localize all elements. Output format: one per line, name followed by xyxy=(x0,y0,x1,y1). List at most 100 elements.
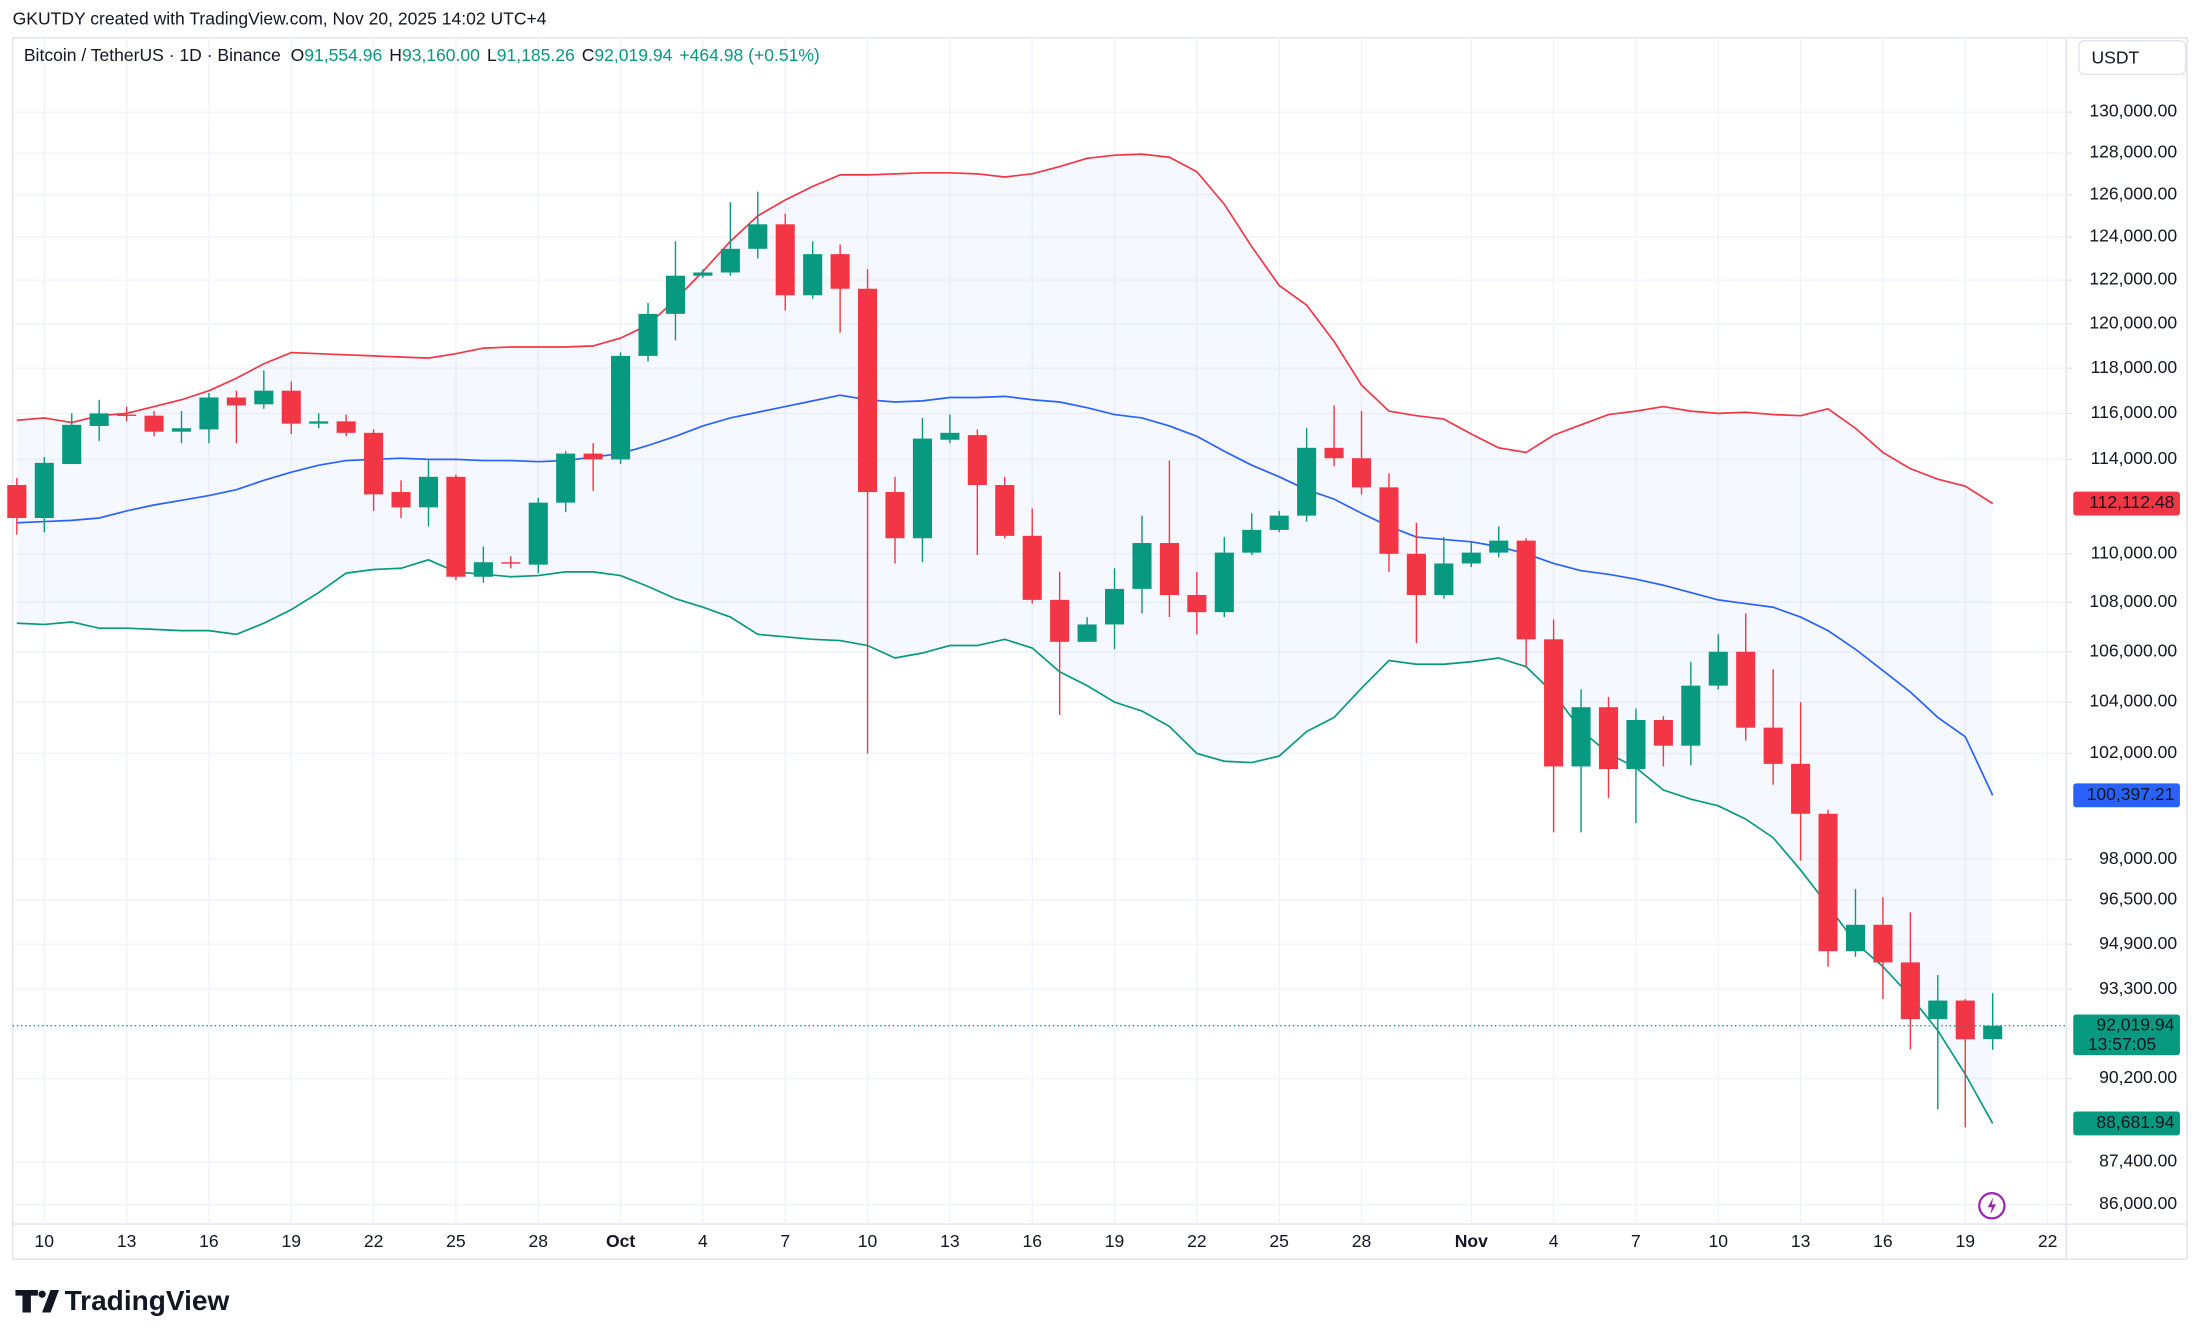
candle-body xyxy=(858,288,878,493)
candle-body xyxy=(1159,543,1179,595)
candle-body xyxy=(1955,1000,1975,1040)
x-tick-label: 7 xyxy=(1631,1231,1641,1251)
x-tick-label: 22 xyxy=(1187,1231,1207,1251)
legend-symbol: Bitcoin / TetherUS · 1D · Binance xyxy=(24,45,281,65)
candle-body xyxy=(117,414,137,416)
x-tick-label: 16 xyxy=(199,1231,219,1251)
last-value-box xyxy=(2073,1111,2180,1136)
last-value-label: 112,112.48 xyxy=(2089,492,2174,512)
candle-body xyxy=(364,432,384,495)
candle-body xyxy=(62,424,82,465)
candle-body xyxy=(1681,685,1701,746)
x-tick-label: 10 xyxy=(35,1231,55,1251)
candle-body xyxy=(171,428,192,432)
y-tick-label: 86,000.00 xyxy=(2099,1193,2177,1213)
candle-body xyxy=(501,562,521,564)
x-tick-label: 13 xyxy=(940,1231,960,1251)
candle-body xyxy=(583,453,603,460)
y-tick-label: 128,000.00 xyxy=(2089,142,2177,162)
x-tick-label: 10 xyxy=(1709,1231,1729,1251)
y-tick-label: 104,000.00 xyxy=(2089,691,2177,711)
last-value-box xyxy=(2073,491,2180,516)
currency-button[interactable] xyxy=(2078,40,2187,76)
candle-body xyxy=(1050,599,1070,642)
candle-body xyxy=(1434,563,1454,595)
y-tick-label: 122,000.00 xyxy=(2089,269,2177,289)
candle-body xyxy=(473,562,493,577)
candle-body xyxy=(7,485,27,519)
currency-label[interactable]: USDT xyxy=(2092,48,2140,68)
legend-key: O xyxy=(291,45,305,65)
y-tick-label: 108,000.00 xyxy=(2089,591,2177,611)
candle-body xyxy=(34,462,54,519)
candle-body xyxy=(1242,529,1262,553)
candle-body xyxy=(391,492,411,508)
alert-icon[interactable] xyxy=(1978,1192,2006,1220)
candle-body xyxy=(885,492,905,539)
x-tick-label: 7 xyxy=(780,1231,790,1251)
legend-key: C xyxy=(582,45,595,65)
last-value-label: 88,681.94 xyxy=(2096,1112,2174,1132)
y-tick-label: 102,000.00 xyxy=(2089,742,2177,762)
x-tick-label: 4 xyxy=(698,1231,708,1251)
logo-mark xyxy=(15,1290,38,1313)
candle-body xyxy=(418,476,439,508)
candle-body xyxy=(1571,707,1591,767)
x-tick-label: 25 xyxy=(446,1231,466,1251)
current-price-box xyxy=(2073,1014,2180,1056)
alert-ring[interactable] xyxy=(1978,1192,2006,1220)
candle-body xyxy=(1297,447,1317,516)
candle-body xyxy=(1132,543,1152,589)
x-tick-label: 10 xyxy=(858,1231,878,1251)
y-tick-label: 94,900.00 xyxy=(2099,933,2177,953)
y-tick-label: 118,000.00 xyxy=(2091,357,2178,377)
candle-body xyxy=(226,397,246,406)
candle-body xyxy=(1598,707,1619,770)
current-price-label: 92,019.94 xyxy=(2096,1014,2174,1034)
plot-area xyxy=(7,153,2067,1128)
last-value-box xyxy=(2073,783,2180,808)
y-tick-label: 90,200.00 xyxy=(2099,1067,2177,1087)
candle-body xyxy=(528,502,548,565)
candle-body xyxy=(556,453,576,503)
candle-body xyxy=(1763,727,1783,764)
logo-mark xyxy=(42,1290,59,1313)
candle-body xyxy=(912,438,932,539)
candle-body xyxy=(803,254,823,296)
candle-body xyxy=(89,413,109,426)
candle-body xyxy=(1214,552,1234,613)
candle-body xyxy=(940,432,960,440)
y-tick-label: 110,000.00 xyxy=(2091,542,2178,562)
y-tick-label: 96,500.00 xyxy=(2099,889,2177,909)
x-tick-label: 22 xyxy=(2038,1231,2058,1251)
candle-body xyxy=(1626,719,1646,770)
candle-body xyxy=(309,421,329,424)
legend-change: +464.98 (+0.51%) xyxy=(679,45,819,65)
band-line xyxy=(16,394,1994,796)
y-tick-label: 114,000.00 xyxy=(2091,448,2178,468)
x-tick-label: Nov xyxy=(1455,1231,1488,1251)
candle-body xyxy=(1928,1000,1948,1020)
candle-body xyxy=(1900,962,1920,1020)
candle-body xyxy=(1461,552,1481,564)
x-tick-label: 19 xyxy=(282,1231,302,1251)
alert-bolt[interactable] xyxy=(1987,1197,1997,1215)
x-tick-label: 16 xyxy=(1022,1231,1042,1251)
y-tick-label: 126,000.00 xyxy=(2089,183,2177,203)
y-tick-label: 124,000.00 xyxy=(2089,226,2177,246)
chart-frame xyxy=(11,37,2188,1260)
y-tick-label: 116,000.00 xyxy=(2091,402,2178,422)
candle-body xyxy=(1489,540,1509,553)
x-tick-label: 13 xyxy=(117,1231,137,1251)
candle-body xyxy=(1544,639,1564,767)
legend-value: 92,019.94 xyxy=(594,45,672,65)
last-value-label: 100,397.21 xyxy=(2087,784,2175,804)
candle-body xyxy=(693,272,713,276)
brand-name: TradingView xyxy=(65,1285,230,1316)
candle-body xyxy=(995,485,1015,536)
candle-body xyxy=(1516,540,1536,640)
candle-body xyxy=(1708,651,1728,686)
countdown-label: 13:57:05 xyxy=(2088,1034,2156,1054)
